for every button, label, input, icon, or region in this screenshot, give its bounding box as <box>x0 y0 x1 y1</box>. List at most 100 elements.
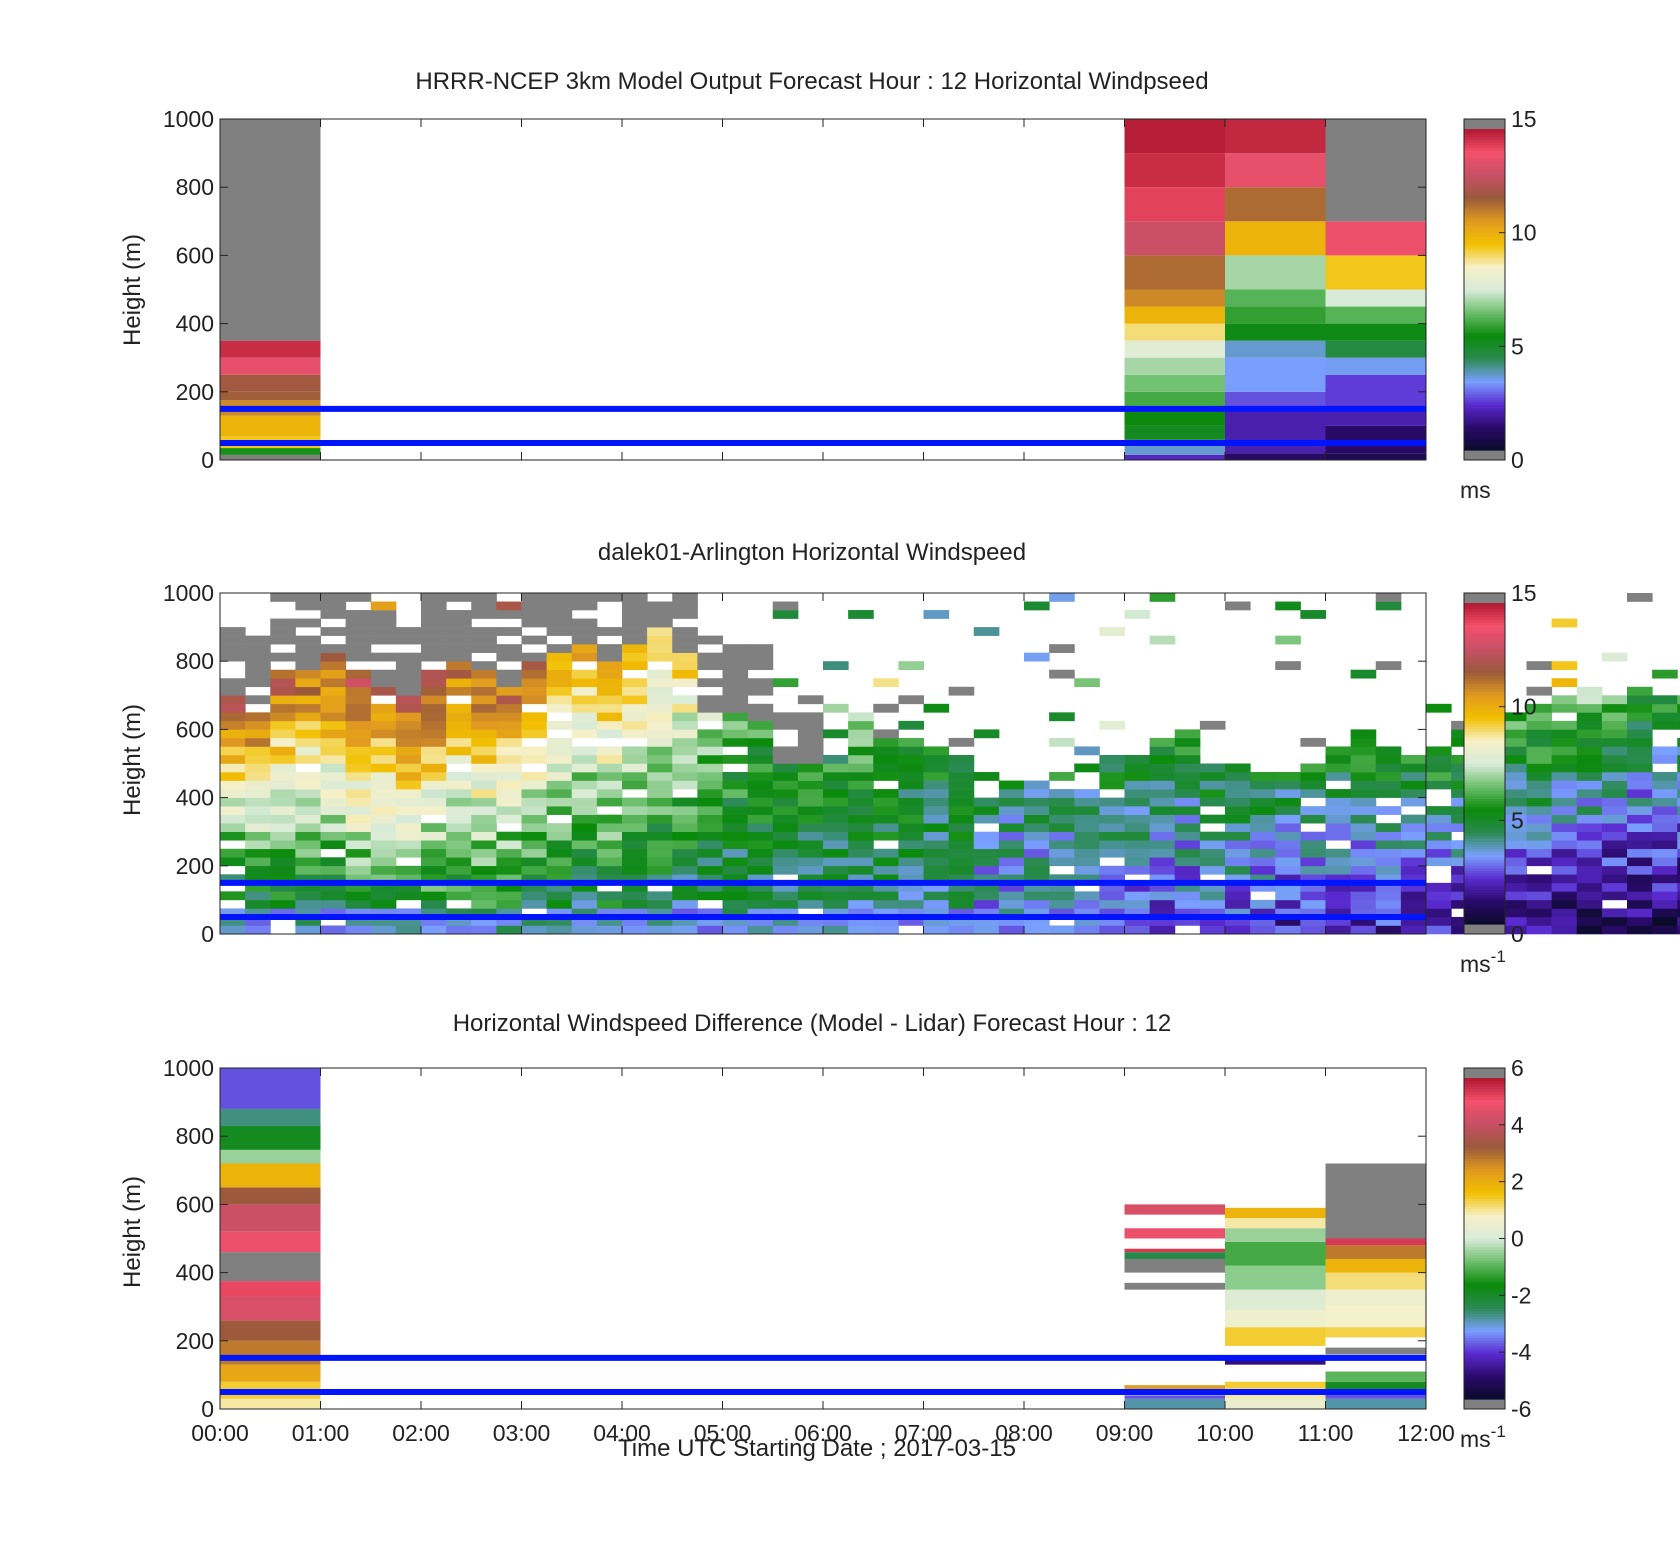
heatmap-cell <box>722 874 749 884</box>
colorbar-segment <box>1464 758 1505 762</box>
heatmap-cell <box>647 831 673 841</box>
heatmap-cell <box>496 746 522 756</box>
colorbar-segment <box>1464 1294 1505 1298</box>
colorbar-segment <box>1464 375 1505 379</box>
heatmap-cell <box>647 823 673 832</box>
colorbar-segment <box>1464 337 1505 341</box>
heatmap-cell <box>345 831 372 841</box>
heatmap-cell <box>898 857 924 867</box>
heatmap-cell <box>1124 1398 1225 1409</box>
heatmap-cell <box>270 729 296 739</box>
colorbar-segment <box>1464 913 1505 917</box>
heatmap-cell <box>345 797 372 807</box>
heatmap-cell <box>1576 814 1603 824</box>
heatmap-cell <box>1149 772 1176 781</box>
heatmap-cell <box>320 857 347 867</box>
colorbar-segment <box>1464 723 1505 727</box>
heatmap-cell <box>295 908 321 918</box>
heatmap-cell <box>797 746 824 756</box>
heatmap-cell <box>571 678 598 688</box>
colorbar-segment <box>1464 1377 1505 1381</box>
heatmap-cell <box>571 754 598 764</box>
heatmap-cell <box>1074 746 1100 756</box>
colorbar-segment <box>1464 139 1505 143</box>
heatmap-cell <box>320 797 347 807</box>
heatmap-cell <box>370 686 397 696</box>
heatmap-cell <box>320 746 347 756</box>
heatmap-cell <box>1124 1258 1225 1273</box>
heatmap-cell <box>873 831 899 841</box>
heatmap-cell <box>1426 823 1452 832</box>
heatmap-cell <box>973 916 1000 926</box>
colorbar-segment <box>1464 894 1505 898</box>
colorbar-segment <box>1464 428 1505 432</box>
heatmap-cell <box>848 882 874 892</box>
heatmap-cell <box>948 925 975 935</box>
colorbar-segment <box>1464 425 1505 430</box>
heatmap-cell <box>722 916 749 926</box>
heatmap-cell <box>1024 840 1050 850</box>
heatmap-cell <box>622 661 648 671</box>
heatmap-cell <box>722 806 749 815</box>
heatmap-cell <box>471 797 497 807</box>
colorbar-segment <box>1464 718 1505 722</box>
heatmap-cell <box>1174 737 1201 747</box>
heatmap-cell <box>1576 865 1603 875</box>
heatmap-cell <box>898 831 924 841</box>
heatmap-cell <box>521 601 548 611</box>
heatmap-cell <box>873 789 899 798</box>
heatmap-cell <box>521 831 548 841</box>
heatmap-cell <box>998 806 1025 815</box>
colorbar-segment <box>1464 808 1505 813</box>
heatmap-cell <box>1275 814 1301 824</box>
heatmap-cell <box>345 703 372 713</box>
heatmap-cell <box>421 652 447 662</box>
colorbar-segment <box>1464 1209 1505 1213</box>
heatmap-cell <box>596 772 623 781</box>
heatmap-cell <box>395 814 422 824</box>
heatmap-cell <box>446 593 472 602</box>
heatmap-cell <box>848 848 874 858</box>
colorbar-segment <box>1464 792 1505 797</box>
colorbar-segment <box>1464 185 1505 189</box>
heatmap-cell <box>1099 831 1125 841</box>
colorbar-frame <box>1463 118 1506 461</box>
heatmap-cell <box>220 415 321 437</box>
heatmap-cell <box>1250 840 1276 850</box>
heatmap-cell <box>1124 1385 1225 1392</box>
heatmap-cell <box>295 865 321 875</box>
heatmap-cell <box>1250 806 1276 815</box>
heatmap-cell <box>1400 857 1427 867</box>
heatmap-cell <box>622 772 648 781</box>
heatmap-cell <box>747 908 774 918</box>
heatmap-cell <box>1375 874 1402 884</box>
colorbar-segment <box>1464 401 1505 406</box>
heatmap-cell <box>395 729 422 739</box>
colorbar-segment <box>1464 1201 1505 1205</box>
colorbar-segment <box>1464 819 1505 823</box>
heatmap-cell <box>672 874 698 884</box>
heatmap-cell <box>1551 746 1578 756</box>
heatmap-cell <box>1225 1381 1326 1389</box>
heatmap-cell <box>697 925 723 935</box>
colorbar-segment <box>1464 693 1505 698</box>
colorbar-segment <box>1464 905 1505 909</box>
heatmap-cell <box>270 669 296 679</box>
heatmap-cell <box>320 925 347 935</box>
colorbar-segment <box>1464 1246 1505 1250</box>
heatmap-cell <box>1149 814 1176 824</box>
heatmap-cell <box>1526 916 1553 926</box>
heatmap-cell <box>973 848 1000 858</box>
colorbar-segment <box>1464 1334 1505 1339</box>
colorbar-segment <box>1464 396 1505 400</box>
heatmap-cell <box>1400 823 1427 832</box>
colorbar-segment <box>1464 166 1505 170</box>
heatmap-cell <box>1526 712 1553 722</box>
heatmap-cell <box>1275 789 1301 798</box>
heatmap-cell <box>471 823 497 832</box>
colorbar-segment <box>1464 883 1505 888</box>
heatmap-cell <box>1400 925 1427 935</box>
heatmap-cell <box>471 703 497 713</box>
heatmap-cell <box>1250 780 1276 790</box>
